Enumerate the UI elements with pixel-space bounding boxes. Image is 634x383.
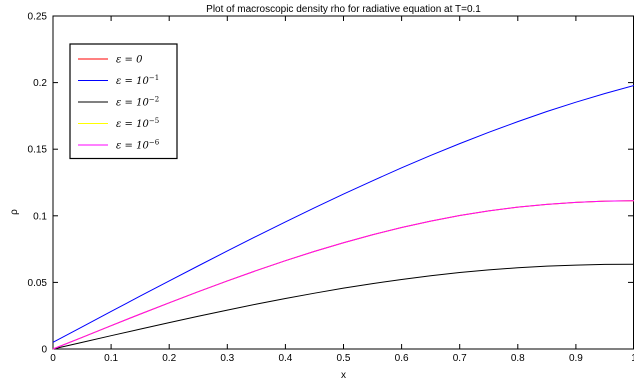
y-tick-label: 0.15 [28, 145, 48, 156]
x-tick-label: 0.5 [337, 353, 351, 364]
x-tick-label: 0.2 [162, 353, 176, 364]
series-line-1 [52, 85, 634, 343]
series-line-3 [52, 200, 634, 350]
legend-entry: ε = 10−5 [116, 117, 159, 130]
y-tick-label: 0.2 [33, 78, 47, 89]
y-tick-label: 0.1 [33, 211, 47, 222]
legend-entry: ε = 10−2 [116, 96, 159, 109]
x-tick-label: 0.4 [278, 353, 292, 364]
legend-entry: ε = 10−6 [116, 139, 160, 152]
x-tick-label: 0.3 [220, 353, 234, 364]
y-tick-label: 0.25 [28, 12, 48, 23]
legend-entry: ε = 0 [116, 55, 143, 66]
legend-entry: ε = 10−1 [116, 74, 159, 87]
x-tick-label: 0 [50, 353, 56, 364]
x-tick-label: 1 [631, 353, 634, 364]
x-tick-label: 0.9 [569, 353, 583, 364]
y-tick-label: 0 [41, 345, 47, 356]
x-tick-label: 0.6 [395, 353, 409, 364]
series-line-4 [52, 200, 634, 350]
x-tick-label: 0.8 [511, 353, 525, 364]
legend: ε = 0 ε = 10−1 ε = 10−2 ε = 10−5 ε = 10−6 [69, 43, 178, 160]
chart-title: Plot of macroscopic density rho for radi… [206, 4, 481, 15]
x-tick-label: 0.7 [453, 353, 467, 364]
series-line-0 [52, 200, 634, 350]
x-axis-label: x [341, 370, 346, 381]
y-tick-label: 0.05 [28, 278, 48, 289]
series-line-2 [52, 263, 634, 350]
plot-axes: 0 0.1 0.2 0.3 0.4 0.5 0.6 0.7 0.8 0.9 1 0 0.05 0.1 0.1… [28, 12, 634, 364]
y-axis-label: ρ [9, 209, 20, 215]
legend-box [69, 43, 178, 160]
series-layer [52, 85, 634, 350]
x-tick-label: 0.1 [104, 353, 118, 364]
